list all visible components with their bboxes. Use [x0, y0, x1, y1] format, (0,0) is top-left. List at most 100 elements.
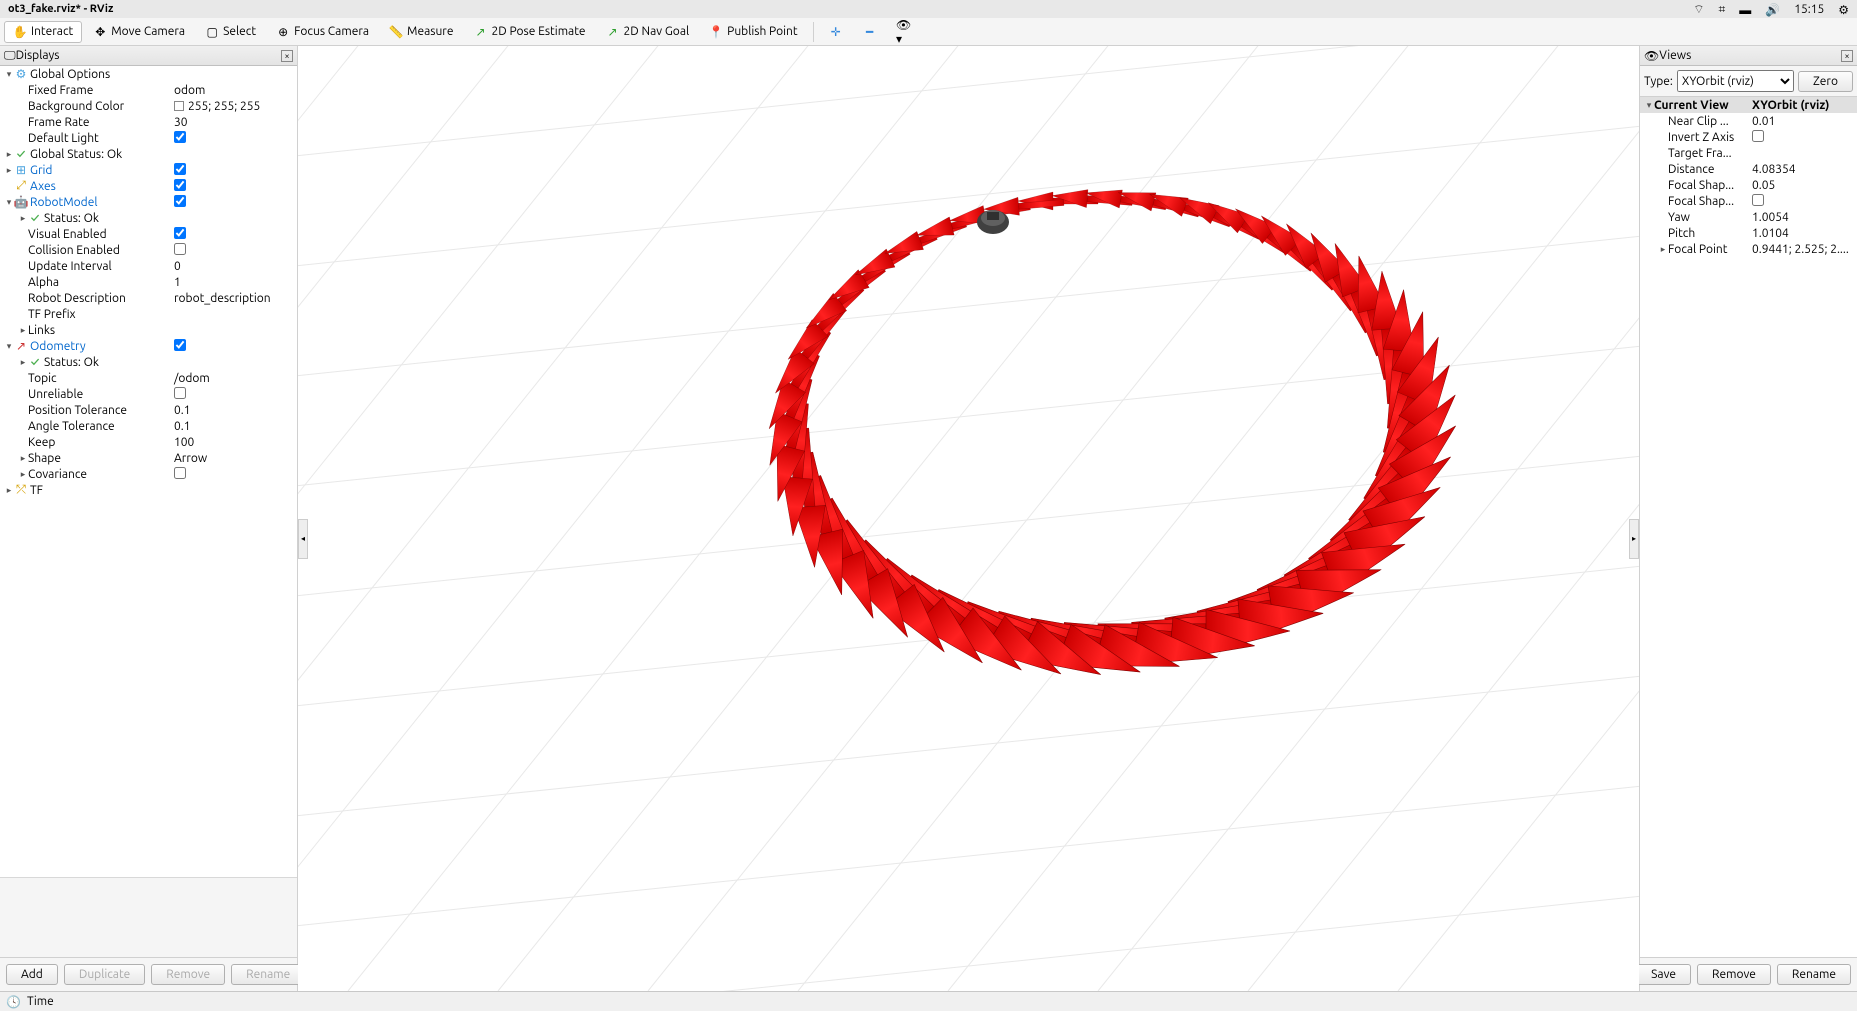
checkbox[interactable]	[174, 387, 186, 399]
tree-value[interactable]: 0.01	[1748, 115, 1857, 128]
tree-row[interactable]: Topic /odom	[0, 370, 297, 386]
tree-row[interactable]: Unreliable	[0, 386, 297, 402]
checkbox[interactable]	[174, 339, 186, 351]
tree-row[interactable]: ▸ Focal Point 0.9441; 2.525; 2....	[1640, 241, 1857, 257]
tree-value[interactable]: 4.08354	[1748, 163, 1857, 176]
add-tool-button[interactable]: ✛	[820, 21, 852, 43]
tree-value[interactable]	[170, 387, 297, 402]
tree-row[interactable]: Default Light	[0, 130, 297, 146]
tree-value[interactable]: 100	[170, 436, 297, 449]
checkbox[interactable]	[174, 163, 186, 175]
close-icon[interactable]: ×	[281, 50, 293, 62]
tree-row[interactable]: Yaw 1.0054	[1640, 209, 1857, 225]
tree-row[interactable]: Invert Z Axis	[1640, 129, 1857, 145]
tree-row[interactable]: Frame Rate 30	[0, 114, 297, 130]
tree-value[interactable]: 30	[170, 116, 297, 129]
tree-row[interactable]: ▾ ↗ Odometry	[0, 338, 297, 354]
interact-button[interactable]: ✋ Interact	[4, 21, 82, 43]
tree-row[interactable]: ▾Current ViewXYOrbit (rviz)	[1640, 97, 1857, 113]
duplicate-button[interactable]: Duplicate	[64, 964, 145, 985]
tree-value[interactable]: 0	[170, 260, 297, 273]
remove-tool-button[interactable]: ━	[854, 21, 886, 43]
tree-value[interactable]: 1.0054	[1748, 211, 1857, 224]
tree-row[interactable]: Collision Enabled	[0, 242, 297, 258]
views-tree[interactable]: ▾Current ViewXYOrbit (rviz) Near Clip ..…	[1640, 97, 1857, 957]
tree-value[interactable]: 0.1	[170, 420, 297, 433]
publish-point-button[interactable]: 📍 Publish Point	[700, 21, 806, 43]
nav-goal-button[interactable]: ↗ 2D Nav Goal	[597, 21, 699, 43]
tree-row[interactable]: ▾ ⚙ Global Options	[0, 66, 297, 82]
expander-icon[interactable]: ▸	[4, 485, 14, 496]
tree-row[interactable]: ⤢ Axes	[0, 178, 297, 194]
tree-value[interactable]	[1748, 194, 1857, 209]
tree-row[interactable]: ▸ ✓ Status: Ok	[0, 354, 297, 370]
tree-value[interactable]: 1.0104	[1748, 227, 1857, 240]
focus-camera-button[interactable]: ⊕ Focus Camera	[267, 21, 378, 43]
tree-value[interactable]	[170, 339, 297, 354]
tree-row[interactable]: Distance 4.08354	[1640, 161, 1857, 177]
type-select[interactable]: XYOrbit (rviz)	[1677, 70, 1794, 92]
checkbox[interactable]	[174, 227, 186, 239]
expander-icon[interactable]: ▸	[18, 469, 28, 480]
checkbox[interactable]	[174, 131, 186, 143]
move-camera-button[interactable]: ✥ Move Camera	[84, 21, 194, 43]
tree-value[interactable]	[170, 227, 297, 242]
tree-value[interactable]	[170, 467, 297, 482]
tree-value[interactable]: /odom	[170, 372, 297, 385]
zero-button[interactable]: Zero	[1798, 71, 1853, 92]
select-button[interactable]: ▢ Select	[196, 21, 265, 43]
expander-icon[interactable]: ▸	[18, 213, 28, 224]
expander-icon[interactable]: ▸	[18, 325, 28, 336]
viewport-3d[interactable]: ◂ ▸	[298, 46, 1639, 991]
checkbox[interactable]	[174, 467, 186, 479]
tree-value[interactable]	[170, 195, 297, 210]
tree-row[interactable]: Keep 100	[0, 434, 297, 450]
tree-row[interactable]: ▸ Covariance	[0, 466, 297, 482]
save-button[interactable]: Save	[1636, 964, 1691, 985]
tree-value[interactable]: 1	[170, 276, 297, 289]
checkbox[interactable]	[174, 243, 186, 255]
tree-value[interactable]: 0.9441; 2.525; 2....	[1748, 243, 1857, 256]
add-button[interactable]: Add	[6, 964, 58, 985]
checkbox[interactable]	[174, 179, 186, 191]
collapse-left-handle[interactable]: ◂	[298, 519, 308, 559]
remove-button[interactable]: Remove	[1697, 964, 1771, 985]
rename-button[interactable]: Rename	[231, 964, 305, 985]
tree-row[interactable]: Visual Enabled	[0, 226, 297, 242]
views-header[interactable]: 👁 Views ×	[1640, 46, 1857, 66]
rename-button[interactable]: Rename	[1777, 964, 1851, 985]
tool-dropdown-button[interactable]: 👁▾	[888, 21, 920, 43]
expander-icon[interactable]: ▸	[4, 165, 14, 176]
tree-row[interactable]: Near Clip ... 0.01	[1640, 113, 1857, 129]
expander-icon[interactable]: ▸	[18, 453, 28, 464]
tree-row[interactable]: Background Color 255; 255; 255	[0, 98, 297, 114]
expander-icon[interactable]: ▾	[4, 341, 14, 352]
tree-row[interactable]: Focal Shap...	[1640, 193, 1857, 209]
tree-row[interactable]: Update Interval 0	[0, 258, 297, 274]
expander-icon[interactable]: ▸	[18, 357, 28, 368]
expander-icon[interactable]: ▾	[4, 197, 14, 208]
tree-row[interactable]: ▸ ⊞ Grid	[0, 162, 297, 178]
tree-row[interactable]: Position Tolerance 0.1	[0, 402, 297, 418]
tree-value[interactable]	[170, 163, 297, 178]
close-icon[interactable]: ×	[1841, 50, 1853, 62]
tree-value[interactable]: Arrow	[170, 452, 297, 465]
tree-value[interactable]	[170, 243, 297, 258]
checkbox[interactable]	[1752, 194, 1764, 206]
tree-row[interactable]: ▾ 🤖 RobotModel	[0, 194, 297, 210]
tree-row[interactable]: Focal Shap... 0.05	[1640, 177, 1857, 193]
tree-value[interactable]	[170, 131, 297, 146]
tree-row[interactable]: TF Prefix	[0, 306, 297, 322]
tree-value[interactable]: 0.1	[170, 404, 297, 417]
tree-row[interactable]: ▸ ✓ Status: Ok	[0, 210, 297, 226]
tree-value[interactable]: 255; 255; 255	[170, 100, 297, 113]
tree-value[interactable]	[1748, 130, 1857, 145]
tree-value[interactable]: 0.05	[1748, 179, 1857, 192]
tree-row[interactable]: Target Fra...	[1640, 145, 1857, 161]
displays-tree[interactable]: ▾ ⚙ Global Options Fixed Frame odom Back…	[0, 66, 297, 877]
tree-row[interactable]: Pitch 1.0104	[1640, 225, 1857, 241]
expander-icon[interactable]: ▸	[1658, 244, 1668, 255]
tree-row[interactable]: Angle Tolerance 0.1	[0, 418, 297, 434]
tree-row[interactable]: ▸ ✓ Global Status: Ok	[0, 146, 297, 162]
remove-button[interactable]: Remove	[151, 964, 225, 985]
